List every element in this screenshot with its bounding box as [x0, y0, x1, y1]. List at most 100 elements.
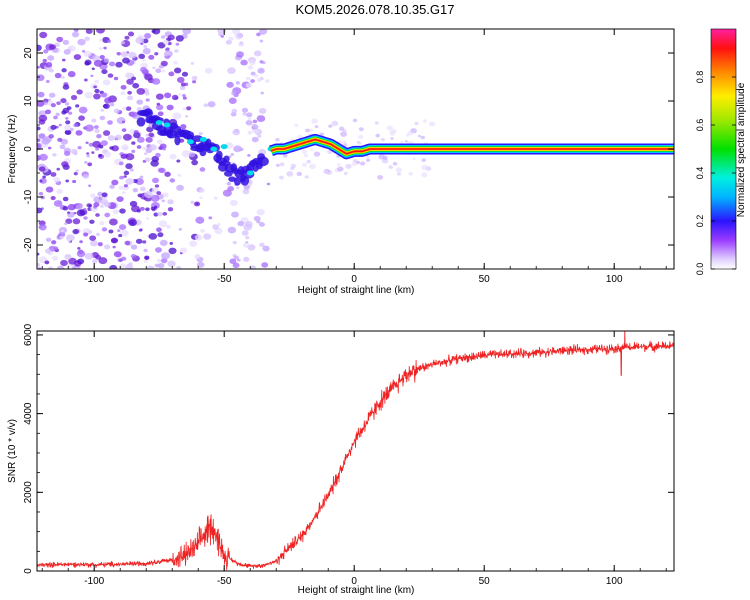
noise-blob: [186, 106, 192, 111]
noise-blob: [37, 262, 41, 267]
noise-blob: [62, 58, 66, 62]
noise-blob: [242, 112, 247, 116]
noise-blob: [155, 68, 162, 74]
noise-blob: [404, 140, 408, 143]
noise-blob: [98, 257, 108, 265]
noise-blob: [243, 242, 250, 248]
noise-blob: [118, 224, 127, 230]
noise-blob: [301, 162, 308, 167]
noise-blob: [154, 184, 160, 188]
y-tick-label: 10: [23, 95, 34, 107]
noise-blob: [109, 184, 115, 189]
noise-blob: [417, 134, 422, 138]
noise-blob: [199, 196, 203, 200]
noise-blob: [140, 42, 144, 45]
noise-blob: [121, 128, 127, 132]
noise-blob: [155, 152, 161, 158]
noise-blob: [42, 175, 46, 179]
noise-blob: [251, 136, 259, 143]
noise-blob: [100, 204, 104, 208]
noise-blob: [126, 78, 134, 85]
noise-blob: [360, 161, 366, 166]
noise-blob: [182, 107, 187, 111]
noise-blob: [127, 31, 135, 37]
colorbar-ticks: 0.0 0.2 0.4 0.6 0.8: [695, 71, 736, 275]
noise-blob: [242, 188, 250, 195]
noise-blob: [396, 172, 402, 176]
noise-blob: [143, 44, 148, 49]
noise-blob: [174, 49, 179, 53]
spectrogram-x-axis: -100 -50 0 50 100: [41, 29, 667, 285]
noise-blob: [55, 112, 60, 117]
noise-blob: [60, 138, 69, 145]
noise-blob: [103, 201, 111, 208]
noise-blob: [110, 238, 117, 243]
noise-blob: [113, 76, 119, 81]
noise-blob: [63, 150, 71, 157]
noise-blob: [279, 162, 285, 167]
noise-blob: [188, 152, 195, 158]
noise-blob: [140, 66, 148, 73]
noise-blob: [108, 61, 116, 67]
noise-blob: [164, 92, 172, 99]
noise-blob: [228, 36, 234, 41]
noise-blob: [152, 177, 160, 184]
noise-blob: [227, 67, 236, 75]
noise-blob: [124, 240, 131, 246]
noise-blob: [400, 141, 404, 144]
noise-blob: [144, 255, 150, 260]
noise-blob: [133, 130, 139, 135]
noise-blob: [119, 208, 126, 214]
noise-blob: [179, 85, 186, 91]
noise-blob: [365, 155, 370, 159]
ridge-hotspot: [163, 122, 171, 128]
snr-y-axis-label: SNR (10 * v/v): [7, 419, 18, 483]
noise-blob: [107, 73, 114, 78]
noise-blob: [48, 68, 54, 73]
noise-blob: [161, 69, 166, 73]
x-tick-label: 50: [479, 274, 491, 285]
noise-blob: [77, 247, 81, 250]
noise-blob: [87, 162, 93, 167]
noise-blob: [157, 211, 163, 217]
noise-blob: [309, 128, 314, 132]
colorbar-label: Normalized spectral amplitude: [736, 82, 747, 217]
noise-blob: [380, 137, 385, 142]
noise-blob: [181, 150, 191, 158]
noise-blob: [64, 222, 68, 225]
noise-blob: [62, 39, 70, 45]
noise-blob: [199, 188, 205, 193]
noise-blob: [57, 137, 63, 142]
noise-blob: [118, 161, 124, 166]
noise-blob: [136, 145, 142, 149]
noise-blob: [44, 260, 50, 265]
noise-blob: [125, 153, 135, 161]
y-tick-label: -10: [23, 189, 34, 204]
noise-blob: [50, 172, 57, 177]
noise-blob: [278, 175, 284, 180]
noise-blob: [53, 200, 63, 207]
noise-blob: [220, 34, 225, 38]
noise-blob: [234, 33, 243, 40]
noise-blob: [103, 151, 112, 158]
noise-blob: [259, 39, 264, 43]
noise-blob: [283, 154, 288, 158]
noise-blob: [193, 201, 201, 207]
noise-blob: [158, 220, 168, 228]
noise-blob: [250, 79, 255, 83]
noise-blob: [159, 239, 168, 247]
noise-blob: [252, 119, 258, 124]
noise-blob: [159, 167, 166, 174]
noise-blob: [150, 194, 160, 202]
noise-blob: [235, 81, 240, 85]
x-tick-label: -50: [217, 274, 232, 285]
noise-blob: [146, 265, 155, 269]
noise-blob: [129, 168, 134, 172]
noise-blob: [53, 177, 60, 183]
noise-blob: [67, 211, 71, 214]
noise-blob: [143, 259, 148, 263]
noise-blob: [262, 61, 266, 65]
noise-blob: [61, 68, 67, 73]
snr-series-line: [37, 331, 674, 571]
noise-blob: [146, 126, 154, 133]
